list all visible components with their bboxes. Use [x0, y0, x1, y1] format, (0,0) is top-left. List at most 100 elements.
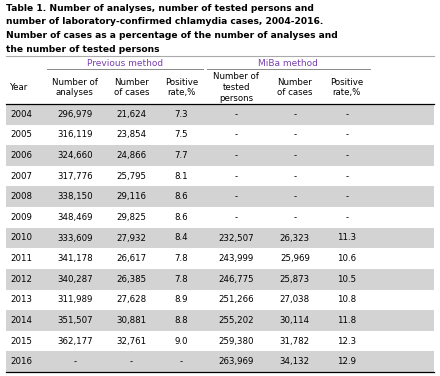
Text: 11.3: 11.3 — [337, 233, 356, 243]
Text: 31,782: 31,782 — [280, 337, 310, 346]
Text: -: - — [345, 213, 348, 222]
Bar — [6, 310, 434, 331]
Text: 362,177: 362,177 — [57, 337, 93, 346]
Text: 24,866: 24,866 — [116, 151, 147, 160]
Text: Year: Year — [10, 83, 28, 92]
Text: 2014: 2014 — [10, 316, 32, 325]
Text: -: - — [293, 130, 297, 139]
Text: 8.6: 8.6 — [175, 192, 188, 201]
Text: Previous method: Previous method — [87, 59, 163, 68]
Text: Positive
rate,%: Positive rate,% — [165, 77, 198, 97]
Text: -: - — [235, 151, 238, 160]
Text: -: - — [293, 192, 297, 201]
Text: 2005: 2005 — [10, 130, 32, 139]
Text: 2008: 2008 — [10, 192, 32, 201]
Text: -: - — [293, 213, 297, 222]
Text: 243,999: 243,999 — [219, 254, 254, 263]
Text: 259,380: 259,380 — [219, 337, 254, 346]
Text: 12.3: 12.3 — [337, 337, 356, 346]
Text: 7.8: 7.8 — [175, 254, 188, 263]
Text: -: - — [293, 110, 297, 119]
Text: Table 1. Number of analyses, number of tested persons and: Table 1. Number of analyses, number of t… — [6, 4, 314, 13]
Bar — [6, 145, 434, 166]
Text: 317,776: 317,776 — [57, 172, 93, 180]
Text: 2004: 2004 — [10, 110, 32, 119]
Text: 7.8: 7.8 — [175, 275, 188, 284]
Text: Number
of cases: Number of cases — [277, 77, 313, 97]
Text: 8.1: 8.1 — [175, 172, 188, 180]
Text: -: - — [293, 151, 297, 160]
Text: 8.4: 8.4 — [175, 233, 188, 243]
Bar — [6, 104, 434, 124]
Text: 25,969: 25,969 — [280, 254, 310, 263]
Text: 348,469: 348,469 — [57, 213, 93, 222]
Text: -: - — [345, 192, 348, 201]
Bar — [6, 269, 434, 290]
Text: -: - — [345, 172, 348, 180]
Text: -: - — [73, 357, 77, 366]
Text: -: - — [235, 192, 238, 201]
Text: 324,660: 324,660 — [57, 151, 93, 160]
Text: 26,617: 26,617 — [116, 254, 147, 263]
Text: 340,287: 340,287 — [57, 275, 93, 284]
Text: 11.8: 11.8 — [337, 316, 356, 325]
Text: the number of tested persons: the number of tested persons — [6, 44, 159, 53]
Text: -: - — [345, 151, 348, 160]
Text: 2012: 2012 — [10, 275, 32, 284]
Text: 251,266: 251,266 — [218, 295, 254, 304]
Text: 21,624: 21,624 — [116, 110, 147, 119]
Text: 25,873: 25,873 — [280, 275, 310, 284]
Text: 23,854: 23,854 — [116, 130, 147, 139]
Text: 26,323: 26,323 — [280, 233, 310, 243]
Text: 7.3: 7.3 — [175, 110, 188, 119]
Text: 25,795: 25,795 — [117, 172, 147, 180]
Bar — [6, 228, 434, 248]
Text: 338,150: 338,150 — [57, 192, 93, 201]
Bar — [6, 186, 434, 207]
Text: 2010: 2010 — [10, 233, 32, 243]
Text: 2007: 2007 — [10, 172, 32, 180]
Text: 232,507: 232,507 — [218, 233, 254, 243]
Text: 30,114: 30,114 — [280, 316, 310, 325]
Text: 341,178: 341,178 — [57, 254, 93, 263]
Text: Number
of cases: Number of cases — [114, 77, 149, 97]
Text: 8.9: 8.9 — [175, 295, 188, 304]
Text: 2015: 2015 — [10, 337, 32, 346]
Text: Number of
tested
persons: Number of tested persons — [213, 72, 259, 103]
Text: 9.0: 9.0 — [175, 337, 188, 346]
Text: 333,609: 333,609 — [57, 233, 93, 243]
Text: -: - — [180, 357, 183, 366]
Text: 296,979: 296,979 — [57, 110, 92, 119]
Text: Positive
rate,%: Positive rate,% — [330, 77, 363, 97]
Text: 10.8: 10.8 — [337, 295, 356, 304]
Text: 29,825: 29,825 — [117, 213, 147, 222]
Text: Number of
analyses: Number of analyses — [52, 77, 98, 97]
Text: 34,132: 34,132 — [280, 357, 310, 366]
Text: number of laboratory-confirmed chlamydia cases, 2004-2016.: number of laboratory-confirmed chlamydia… — [6, 18, 323, 26]
Text: -: - — [235, 213, 238, 222]
Text: 8.6: 8.6 — [175, 213, 188, 222]
Bar — [6, 352, 434, 372]
Text: Number of cases as a percentage of the number of analyses and: Number of cases as a percentage of the n… — [6, 31, 338, 40]
Text: 2011: 2011 — [10, 254, 32, 263]
Text: 2013: 2013 — [10, 295, 32, 304]
Text: -: - — [235, 130, 238, 139]
Text: 29,116: 29,116 — [117, 192, 147, 201]
Text: -: - — [293, 172, 297, 180]
Text: 8.8: 8.8 — [175, 316, 188, 325]
Text: 10.6: 10.6 — [337, 254, 356, 263]
Text: MiBa method: MiBa method — [258, 59, 318, 68]
Text: -: - — [345, 110, 348, 119]
Text: 12.9: 12.9 — [337, 357, 356, 366]
Text: -: - — [235, 172, 238, 180]
Text: 7.7: 7.7 — [175, 151, 188, 160]
Text: 7.5: 7.5 — [175, 130, 188, 139]
Text: -: - — [345, 130, 348, 139]
Text: 2006: 2006 — [10, 151, 32, 160]
Text: 27,932: 27,932 — [117, 233, 147, 243]
Text: 26,385: 26,385 — [116, 275, 147, 284]
Text: 30,881: 30,881 — [116, 316, 147, 325]
Text: 311,989: 311,989 — [57, 295, 92, 304]
Text: -: - — [130, 357, 133, 366]
Text: 316,119: 316,119 — [57, 130, 93, 139]
